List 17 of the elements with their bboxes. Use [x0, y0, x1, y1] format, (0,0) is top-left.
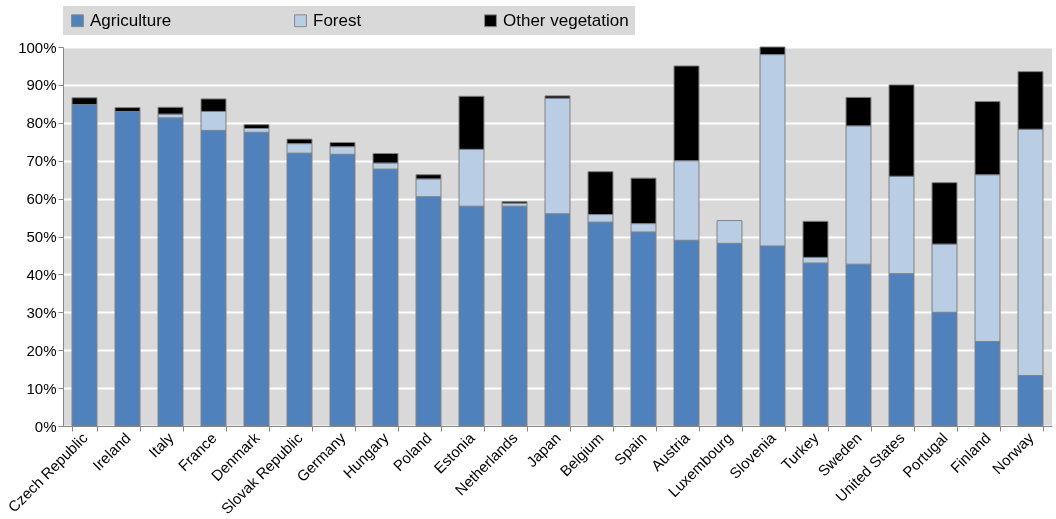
bar [243, 124, 270, 129]
legend-label: Other vegetation [503, 10, 629, 30]
y-tick-label: 30% [26, 303, 57, 321]
bar [157, 106, 184, 115]
y-tick-label: 100% [18, 38, 57, 56]
legend-label: Agriculture [90, 10, 172, 30]
y-tick-label: 60% [26, 190, 57, 208]
y-tick-label: 50% [26, 228, 57, 245]
legend-label: Forest [313, 10, 362, 30]
y-tick-label: 0% [34, 417, 57, 435]
y-tick-label: 80% [26, 114, 57, 132]
x-tick-label: Italy [145, 428, 178, 461]
y-tick-label: 20% [26, 341, 57, 359]
y-tick-label: 10% [26, 379, 57, 397]
y-tick-label: 70% [26, 152, 57, 170]
y-tick-label: 90% [26, 76, 57, 94]
y-tick-label: 40% [26, 265, 57, 283]
